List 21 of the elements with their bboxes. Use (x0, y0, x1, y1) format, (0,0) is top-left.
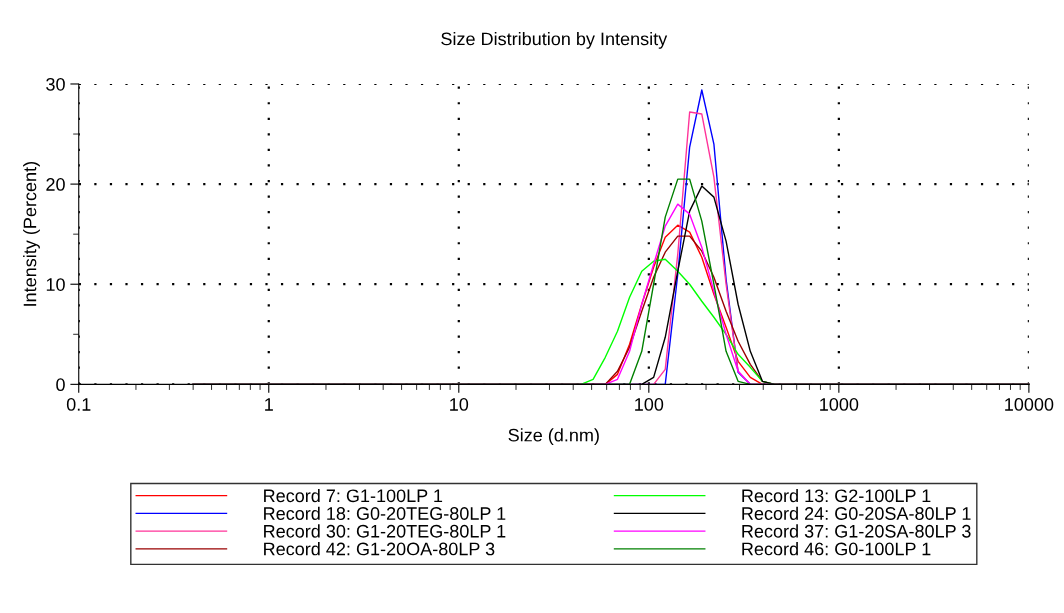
y-tick-label: 20 (46, 178, 65, 191)
x-tick-label: 10000 (1005, 398, 1054, 411)
legend-label: Record 37: G1-20SA-80LP 3 (742, 524, 971, 538)
y-tick-label: 30 (46, 77, 65, 91)
legend-label: Record 13: G2-100LP 1 (742, 488, 931, 503)
y-axis-title: Intensity (Percent) (23, 162, 40, 306)
y-tick-label: 0 (56, 378, 65, 392)
legend-label: Record 42: G1-20OA-80LP 3 (264, 542, 495, 556)
x-tick-label: 1 (265, 398, 273, 411)
x-tick-label: 0.1 (66, 398, 91, 411)
x-axis-title: Size (d.nm) (508, 428, 599, 446)
legend-label: Record 24: G0-20SA-80LP 1 (742, 506, 971, 520)
x-tick-label: 10 (450, 398, 469, 411)
legend-label: Record 46: G0-100LP 1 (742, 542, 931, 556)
legend-label: Record 30: G1-20TEG-80LP 1 (264, 524, 506, 538)
x-tick-label: 1000 (820, 398, 859, 411)
chart-title: Size Distribution by Intensity (441, 32, 668, 49)
legend-label: Record 7: G1-100LP 1 (264, 488, 443, 503)
x-tick-label: 100 (635, 398, 664, 411)
legend-label: Record 18: G0-20TEG-80LP 1 (264, 506, 506, 520)
y-tick-label: 10 (46, 278, 65, 291)
